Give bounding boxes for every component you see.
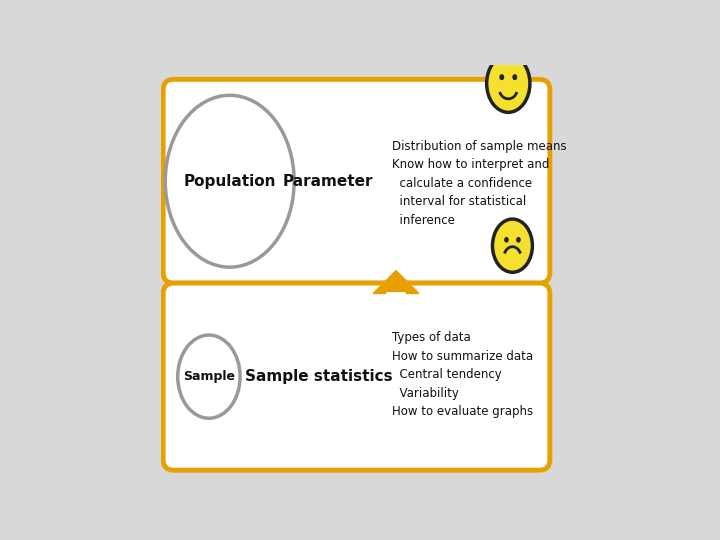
Text: Distribution of sample means
Know how to interpret and
  calculate a confidence
: Distribution of sample means Know how to… bbox=[392, 140, 567, 227]
Ellipse shape bbox=[517, 238, 520, 242]
Text: Types of data
How to summarize data
  Central tendency
  Variability
How to eval: Types of data How to summarize data Cent… bbox=[392, 331, 533, 418]
Text: Sample statistics: Sample statistics bbox=[246, 369, 393, 384]
Ellipse shape bbox=[178, 335, 240, 418]
FancyArrow shape bbox=[373, 271, 419, 294]
Ellipse shape bbox=[513, 75, 516, 79]
FancyBboxPatch shape bbox=[163, 79, 550, 283]
Text: Sample: Sample bbox=[183, 370, 235, 383]
FancyBboxPatch shape bbox=[163, 283, 550, 470]
Ellipse shape bbox=[166, 95, 294, 267]
Ellipse shape bbox=[492, 219, 532, 272]
Text: Parameter: Parameter bbox=[282, 174, 373, 188]
Text: Population: Population bbox=[184, 174, 276, 188]
Ellipse shape bbox=[500, 75, 503, 79]
Ellipse shape bbox=[487, 55, 530, 112]
Ellipse shape bbox=[505, 238, 508, 242]
